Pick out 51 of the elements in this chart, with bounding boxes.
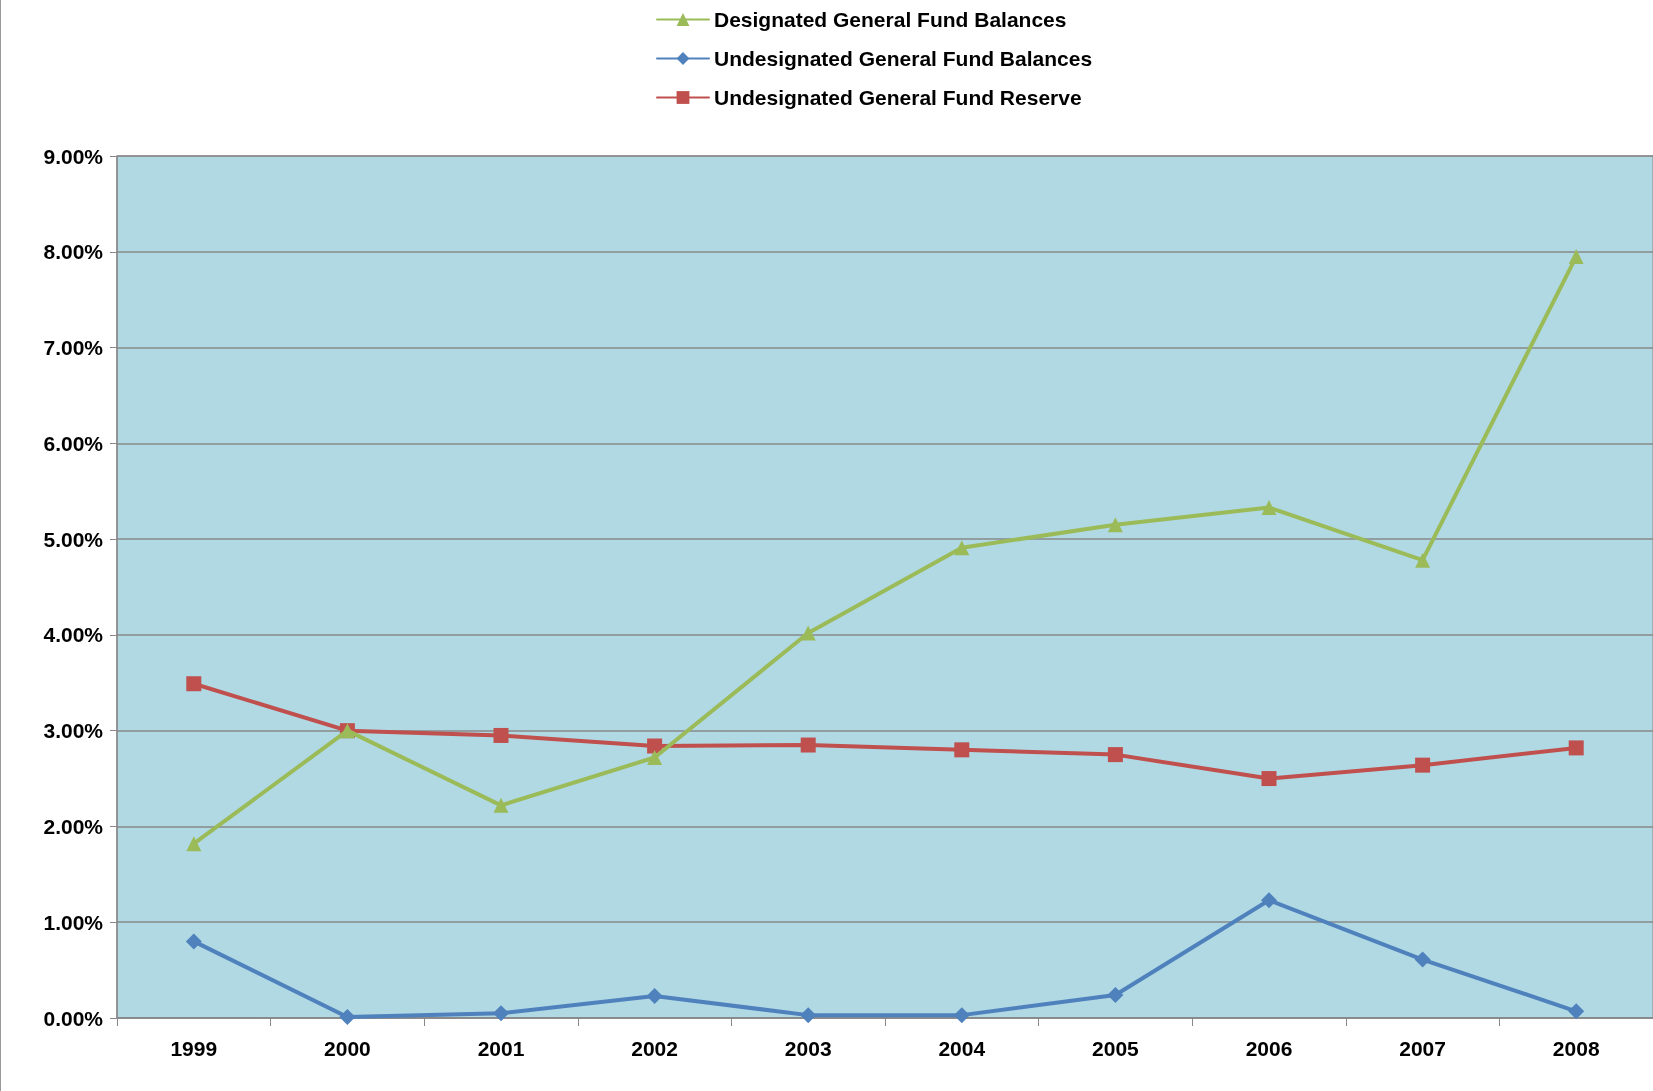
y-tick-label: 7.00%	[43, 336, 104, 360]
point	[1261, 500, 1277, 515]
point	[1107, 747, 1123, 763]
point	[1568, 1003, 1585, 1020]
point	[186, 676, 202, 692]
point	[1107, 987, 1124, 1004]
y-tick-label: 4.00%	[43, 623, 104, 647]
y-tick-label: 1.00%	[43, 910, 104, 934]
x-tick-label: 2007	[1399, 1037, 1446, 1060]
point	[493, 1005, 509, 1022]
point	[953, 1007, 970, 1024]
point	[646, 987, 663, 1004]
x-tick-label: 2008	[1552, 1037, 1600, 1060]
x-tick-label: 2002	[631, 1037, 678, 1060]
x-tick-label: 2000	[324, 1037, 371, 1060]
point	[1261, 892, 1277, 909]
point	[1414, 951, 1431, 968]
point	[185, 933, 202, 950]
y-tick-label: 2.00%	[43, 814, 104, 838]
point	[954, 742, 970, 758]
x-tick-label: 2005	[1092, 1037, 1140, 1060]
point	[1568, 249, 1584, 265]
legend-label: Designated General Fund Balances	[714, 8, 1067, 31]
point	[1261, 771, 1277, 787]
point	[1568, 740, 1584, 756]
point	[493, 797, 509, 813]
x-tick-label: 2006	[1245, 1037, 1293, 1060]
legend-label: Undesignated General Fund Balances	[714, 47, 1093, 70]
x-tick-label: 1999	[170, 1037, 218, 1060]
point	[493, 727, 509, 743]
point	[800, 1007, 817, 1024]
point	[1415, 552, 1431, 568]
point	[954, 540, 970, 556]
point	[186, 836, 202, 852]
y-tick-label: 8.00%	[43, 240, 104, 264]
x-tick-label: 2001	[477, 1037, 525, 1060]
legend-label: Undesignated General Fund Reserve	[714, 86, 1082, 109]
y-tick-label: 9.00%	[43, 144, 104, 168]
point	[647, 749, 663, 765]
y-tick-label: 0.00%	[43, 1006, 104, 1030]
point	[1415, 757, 1431, 773]
point	[647, 738, 663, 754]
point	[800, 625, 816, 641]
point	[1107, 517, 1123, 533]
point	[339, 1009, 356, 1026]
x-tick-label: 2004	[938, 1037, 986, 1060]
x-tick-label: 2003	[784, 1037, 832, 1060]
point	[800, 737, 816, 753]
y-tick-label: 5.00%	[43, 527, 104, 551]
y-tick-label: 3.00%	[43, 719, 104, 743]
y-tick-label: 6.00%	[43, 431, 104, 455]
